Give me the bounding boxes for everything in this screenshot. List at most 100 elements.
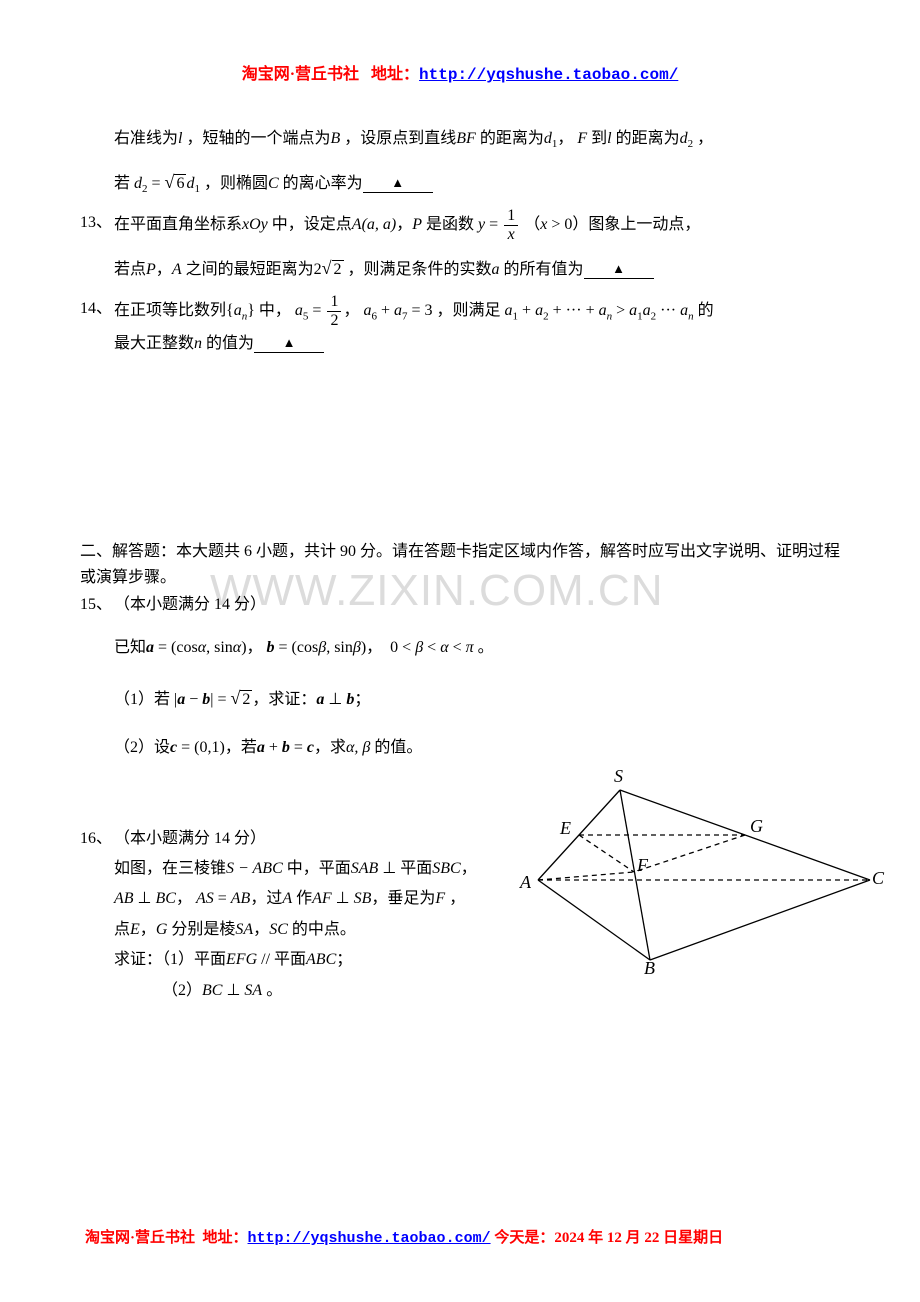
q-number: 13、: [80, 208, 114, 243]
q16-l5: （2）BC ⊥ SA 。: [80, 976, 480, 1006]
math: )，: [361, 639, 382, 656]
text: ，: [343, 302, 359, 319]
op: +: [377, 302, 394, 319]
var: ABC: [306, 951, 336, 968]
q16-l4: 求证：（1）平面EFG // 平面ABC；: [80, 945, 480, 975]
op: = 3: [407, 302, 432, 319]
text: 是函数: [422, 216, 474, 233]
pi: π: [466, 639, 474, 656]
header-link[interactable]: http://yqshushe.taobao.com/: [419, 66, 678, 84]
vec-b: b: [267, 639, 275, 656]
text: ，: [253, 921, 269, 938]
text: 的离心率为: [279, 175, 363, 192]
op: −: [185, 691, 202, 708]
q12-line1: 右准线为l ，短轴的一个端点为B ，设原点到直线BF 的距离为d1， F 到l …: [80, 124, 840, 155]
text: ，: [693, 130, 713, 147]
q-subtitle: （本小题满分 14 分）: [114, 824, 480, 854]
text: ；: [336, 951, 352, 968]
beta: β: [353, 639, 361, 656]
var: P: [412, 216, 422, 233]
op: =: [148, 175, 165, 192]
text: 的距离为: [612, 130, 680, 147]
var: S − ABC: [226, 860, 283, 877]
q13-line1: 13、 在平面直角坐标系xOy 中，设定点A(a, a)，P 是函数 y = 1…: [80, 208, 840, 243]
op: =: [214, 890, 231, 907]
q12-line2: 若 d2 = √6d1 ，则椭圆C 的离心率为: [80, 165, 840, 200]
text: ，则满足条件的实数: [348, 261, 492, 278]
page: 淘宝网·营丘书社 地址：http://yqshushe.taobao.com/ …: [0, 0, 920, 1046]
text: 之间的最短距离为: [182, 261, 314, 278]
text: 在平面直角坐标系: [114, 216, 242, 233]
text: 已知: [114, 639, 146, 656]
var: AB: [114, 890, 134, 907]
var: G: [156, 921, 168, 938]
perp: ⊥: [332, 890, 354, 907]
var: a: [295, 302, 303, 319]
var: E: [130, 921, 140, 938]
sqrt-arg: 2: [332, 260, 344, 278]
q15-given: 已知a = (cosα, sinα)， b = (cosβ, sinβ)， 0 …: [80, 633, 840, 663]
var: A: [352, 216, 362, 233]
text: ，: [461, 860, 477, 877]
numerator: 1: [327, 294, 341, 312]
var-C: C: [268, 175, 279, 192]
args: (a, a): [362, 216, 397, 233]
fraction: 1x: [504, 208, 518, 243]
text: ，则满足: [437, 302, 501, 319]
var: a: [629, 302, 637, 319]
var: F: [435, 890, 445, 907]
op: =: [290, 739, 307, 756]
var: a: [680, 302, 688, 319]
text: 在正项等比数列: [114, 302, 226, 319]
vars: α, β: [346, 739, 370, 756]
var: AB: [231, 890, 251, 907]
op: > 0: [547, 216, 572, 233]
text: 最大正整数: [114, 335, 194, 352]
text: 的值为: [202, 335, 254, 352]
beta: β: [318, 639, 326, 656]
text: ，则椭圆: [204, 175, 268, 192]
parallel: //: [257, 951, 274, 968]
op: =: [308, 302, 325, 319]
text: ，: [156, 261, 172, 278]
num: 2: [314, 261, 322, 278]
var: BC: [155, 890, 175, 907]
var: A: [172, 261, 182, 278]
q-number: 14、: [80, 294, 114, 329]
var: SA: [244, 982, 262, 999]
section2-title: 二、解答题：本大题共 6 小题，共计 90 分。请在答题卡指定区域内作答，解答时…: [80, 539, 840, 590]
text: ，短轴的一个端点为: [186, 130, 330, 147]
text: ，若: [225, 739, 257, 756]
text: ，设原点到直线: [344, 130, 456, 147]
var: AF: [312, 890, 332, 907]
text: ，: [557, 130, 573, 147]
text: 分别是棱: [167, 921, 235, 938]
text: ，过: [250, 890, 282, 907]
sqrt: √2: [322, 251, 344, 285]
var-d1: d: [544, 130, 552, 147]
op: =: [485, 216, 502, 233]
q-number: 16、: [80, 824, 114, 854]
var-d2: d: [680, 130, 688, 147]
denominator: x: [504, 226, 518, 243]
alpha: α: [233, 639, 241, 656]
op: +: [265, 739, 282, 756]
q14-line1: 14、 在正项等比数列{an} 中， a5 = 12， a6 + a7 = 3 …: [80, 294, 840, 329]
var: SAB: [351, 860, 379, 877]
q16-l3: 点E，G 分别是棱SA，SC 的中点。: [80, 915, 480, 945]
var: a: [599, 302, 607, 319]
footer-brand: 淘宝网·营丘书社: [85, 1230, 195, 1246]
perp: ⊥: [222, 982, 244, 999]
text: 如图，在三棱锥: [114, 860, 226, 877]
math: 0 <: [390, 639, 415, 656]
footer-link[interactable]: http://yqshushe.taobao.com/: [248, 1230, 491, 1247]
var: d: [134, 175, 142, 192]
text: ，求: [314, 739, 346, 756]
text: （1）若 |: [114, 691, 177, 708]
var: SB: [354, 890, 372, 907]
vec-b: b: [282, 739, 290, 756]
text: 若点: [114, 261, 146, 278]
brace: }: [247, 302, 255, 319]
answer-blank: [363, 176, 433, 193]
section-gap: WWW.ZIXIN.COM.CN: [80, 359, 840, 539]
